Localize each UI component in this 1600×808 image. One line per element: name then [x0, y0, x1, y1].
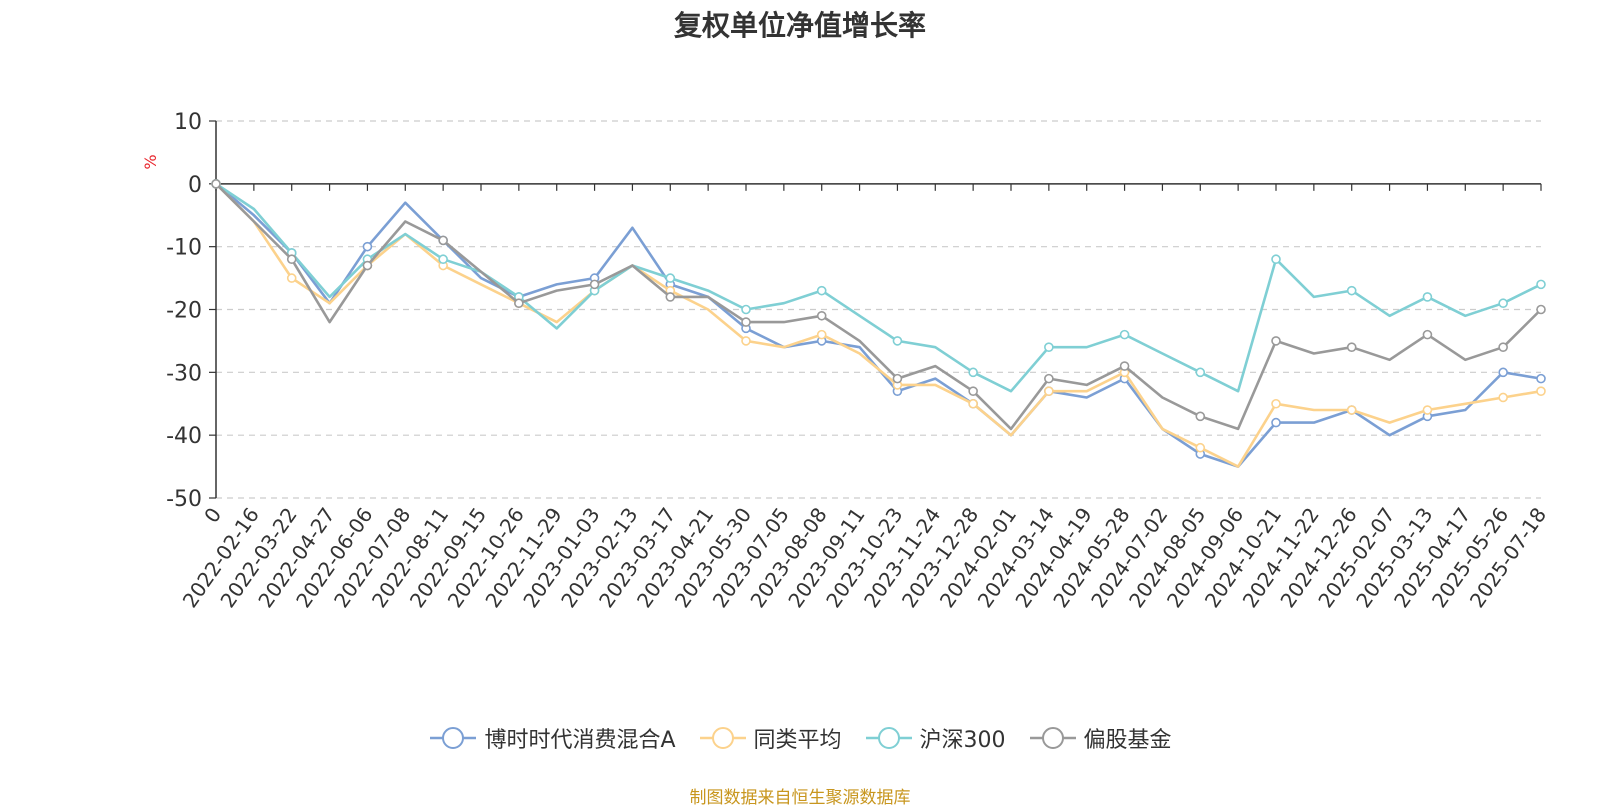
data-point — [1271, 417, 1281, 428]
legend-item[interactable]: 博时时代消费混合A — [428, 722, 676, 754]
y-tick-label: 10 — [174, 110, 202, 135]
chart-title: 复权单位净值增长率 — [673, 9, 926, 42]
data-point — [438, 235, 448, 246]
series-line — [215, 182, 1542, 468]
legend-item[interactable]: 偏股基金 — [1028, 722, 1172, 754]
legend-item[interactable]: 沪深300 — [864, 722, 1006, 754]
data-point — [1044, 342, 1054, 353]
y-tick-label: -10 — [166, 236, 202, 261]
data-point — [1271, 398, 1281, 409]
series-line — [215, 182, 1542, 431]
data-point — [665, 292, 676, 302]
data-point — [1044, 373, 1054, 384]
y-tick-label: -50 — [166, 487, 202, 512]
data-point — [589, 279, 600, 290]
data-point — [514, 298, 524, 309]
legend-label: 同类平均 — [753, 728, 842, 753]
series-line — [215, 182, 1542, 393]
x-tick-label: 0 — [199, 503, 226, 527]
data-point — [816, 329, 827, 340]
data-point — [1119, 329, 1130, 340]
legend-label: 偏股基金 — [1083, 728, 1172, 753]
y-tick-label: -40 — [166, 424, 202, 449]
series-layer — [211, 179, 1546, 468]
data-point — [362, 260, 373, 271]
data-point — [665, 273, 676, 283]
legend-marker-icon — [430, 727, 477, 749]
data-point — [816, 310, 827, 321]
data-point — [286, 254, 297, 265]
data-point — [1536, 304, 1546, 315]
data-point — [1498, 298, 1508, 309]
legend-item[interactable]: 同类平均 — [698, 722, 842, 754]
data-point — [438, 254, 448, 265]
data-point — [286, 273, 297, 283]
data-point — [892, 336, 903, 346]
grid-layer — [216, 120, 1541, 499]
data-point — [1271, 254, 1281, 265]
data-point — [1422, 405, 1433, 415]
data-point — [741, 317, 751, 327]
y-tick-label: 0 — [188, 173, 202, 198]
data-point — [892, 373, 903, 384]
legend-marker-icon — [865, 727, 912, 749]
data-point — [362, 241, 373, 252]
data-point — [1195, 442, 1206, 453]
data-point — [741, 304, 751, 315]
data-point — [1536, 279, 1546, 290]
legend: 博时时代消费混合A 同类平均 沪深300 偏股基金 — [0, 722, 1600, 754]
data-point — [1346, 405, 1357, 415]
y-tick-label: -20 — [166, 299, 202, 324]
legend-marker-icon — [1029, 727, 1076, 749]
data-point — [1044, 386, 1054, 396]
data-point — [1119, 361, 1130, 371]
data-point — [968, 367, 978, 378]
data-point — [741, 336, 751, 346]
legend-label: 沪深300 — [919, 728, 1006, 753]
data-point — [1498, 342, 1508, 353]
data-point — [1498, 367, 1508, 378]
legend-label: 博时时代消费混合A — [484, 728, 676, 753]
data-point — [1271, 336, 1281, 346]
data-point — [1422, 329, 1433, 340]
data-point — [968, 398, 978, 409]
data-point — [1195, 367, 1206, 378]
data-point — [1346, 342, 1357, 353]
source-note: 制图数据来自恒生聚源数据库 — [689, 788, 911, 808]
y-axis-label: % — [141, 154, 160, 169]
data-point — [1346, 285, 1357, 296]
data-point — [1536, 373, 1546, 384]
axis-layer: 100-10-20-30-40-5002022-02-162022-03-222… — [166, 110, 1551, 612]
data-point — [1536, 386, 1546, 396]
data-point — [1422, 292, 1433, 302]
legend-marker-icon — [699, 727, 746, 749]
data-point — [816, 285, 827, 296]
y-tick-label: -30 — [166, 361, 202, 386]
data-point — [1498, 392, 1508, 403]
data-point — [211, 179, 221, 189]
data-point — [1195, 411, 1206, 422]
data-point — [968, 386, 978, 396]
